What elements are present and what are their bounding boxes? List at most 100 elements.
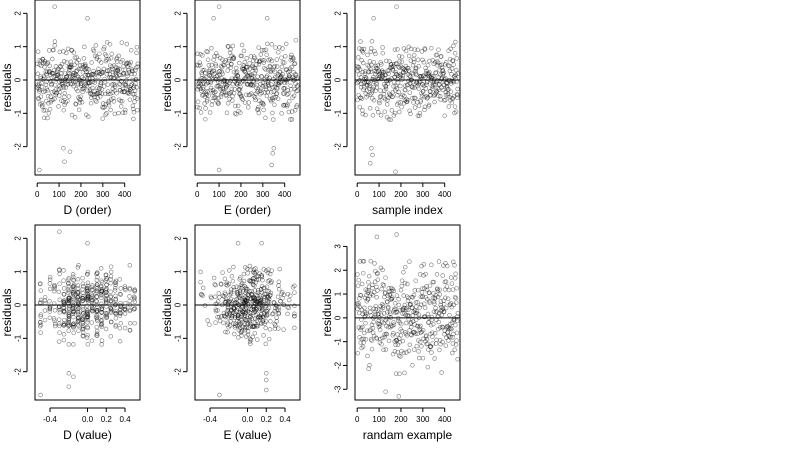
data-point [400,338,406,344]
data-point [85,324,90,330]
data-point [89,307,95,313]
data-point [440,68,446,73]
data-point [391,79,397,85]
data-point [122,307,128,312]
points-group [354,232,461,399]
data-point [112,111,118,117]
data-point [265,279,271,284]
data-point [412,85,417,90]
data-point [234,81,239,86]
data-point [96,86,102,92]
data-point [224,84,229,89]
data-point [130,68,135,74]
data-point [104,276,109,282]
data-point [266,296,272,302]
data-point [453,322,458,328]
data-point [384,299,390,304]
data-point [450,350,455,356]
data-point [133,76,139,82]
data-point [375,63,381,68]
data-point [66,280,71,286]
data-point [61,322,67,327]
data-point [80,333,86,338]
y-tick-label: 0 [14,302,23,307]
data-point [47,306,52,312]
data-point [379,69,384,75]
data-point [249,316,255,321]
data-point [424,284,429,289]
data-point [92,53,98,59]
data-point [61,49,66,54]
data-point [368,337,374,342]
data-point [81,284,86,289]
data-point [379,301,385,307]
y-axis-title: residuals [320,63,334,111]
data-point [132,288,137,293]
data-point [208,80,214,85]
data-point [84,311,90,316]
data-point [232,87,237,92]
data-point [365,63,370,68]
data-point [113,282,119,288]
data-point [61,321,67,326]
data-point [288,83,293,89]
data-point [446,333,451,338]
data-point [75,290,80,295]
data-point [404,350,409,355]
data-point [73,102,79,107]
data-point [74,69,79,74]
data-point [62,159,67,164]
data-point [453,295,459,301]
data-point [236,285,242,291]
data-point [200,68,205,73]
data-point [277,45,282,50]
data-point [94,288,100,294]
data-point [80,294,86,299]
data-point [110,86,116,92]
data-point [39,80,44,86]
data-point [55,72,61,78]
data-point [105,91,111,97]
data-point [107,63,113,68]
data-point [98,60,104,65]
data-point [263,292,269,297]
data-point [44,86,50,91]
data-point [422,286,427,291]
data-point [420,286,425,291]
data-point [357,296,362,301]
y-tick-label: -2 [334,143,343,151]
data-point [369,77,375,82]
data-point [58,71,64,76]
data-point [363,112,368,118]
data-point [66,342,72,347]
data-point [201,67,207,73]
data-point [70,272,76,277]
data-point [67,323,72,328]
data-point [280,60,286,65]
data-point [238,53,244,59]
data-point [119,89,125,95]
data-point [443,60,449,65]
data-point [275,294,281,300]
data-point [99,306,104,312]
data-point [290,75,296,80]
data-point [118,292,123,297]
data-point [287,293,293,298]
data-point [271,89,276,94]
data-point [223,329,228,335]
data-point [381,95,386,100]
data-point [66,288,72,294]
data-point [197,105,202,111]
data-point [58,85,63,91]
data-point [354,301,360,307]
data-point [52,283,58,289]
data-point [450,96,456,102]
data-point [118,310,123,316]
data-point [258,287,264,292]
data-point [248,321,253,327]
data-point [251,295,256,301]
data-point [451,316,457,321]
data-point [48,82,54,88]
data-point [208,87,213,93]
data-point [237,323,242,329]
